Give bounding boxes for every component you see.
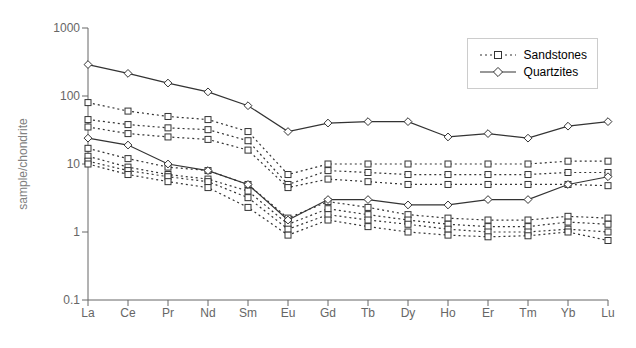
svg-text:1: 1 — [73, 225, 80, 239]
svg-text:sample/chondrite: sample/chondrite — [16, 118, 30, 210]
svg-text:10: 10 — [67, 157, 81, 171]
svg-text:Ho: Ho — [440, 306, 456, 320]
svg-text:Pr: Pr — [162, 306, 174, 320]
svg-text:100: 100 — [60, 89, 80, 103]
html-text:Quartzites: Quartzites — [523, 65, 579, 79]
svg-text:Er: Er — [482, 306, 494, 320]
svg-text:Tm: Tm — [519, 306, 536, 320]
svg-text:Eu: Eu — [281, 306, 296, 320]
svg-text:Sm: Sm — [239, 306, 257, 320]
svg-text:Yb: Yb — [561, 306, 576, 320]
html-text:Sandstones: Sandstones — [523, 48, 587, 62]
svg-text:Ce: Ce — [120, 306, 136, 320]
svg-text:1000: 1000 — [53, 21, 80, 35]
svg-text:La: La — [81, 306, 95, 320]
svg-text:Dy: Dy — [401, 306, 416, 320]
svg-text:0.1: 0.1 — [63, 293, 80, 307]
svg-text:Gd: Gd — [320, 306, 336, 320]
svg-text:Nd: Nd — [200, 306, 215, 320]
svg-text:Lu: Lu — [601, 306, 614, 320]
svg-text:Tb: Tb — [361, 306, 375, 320]
